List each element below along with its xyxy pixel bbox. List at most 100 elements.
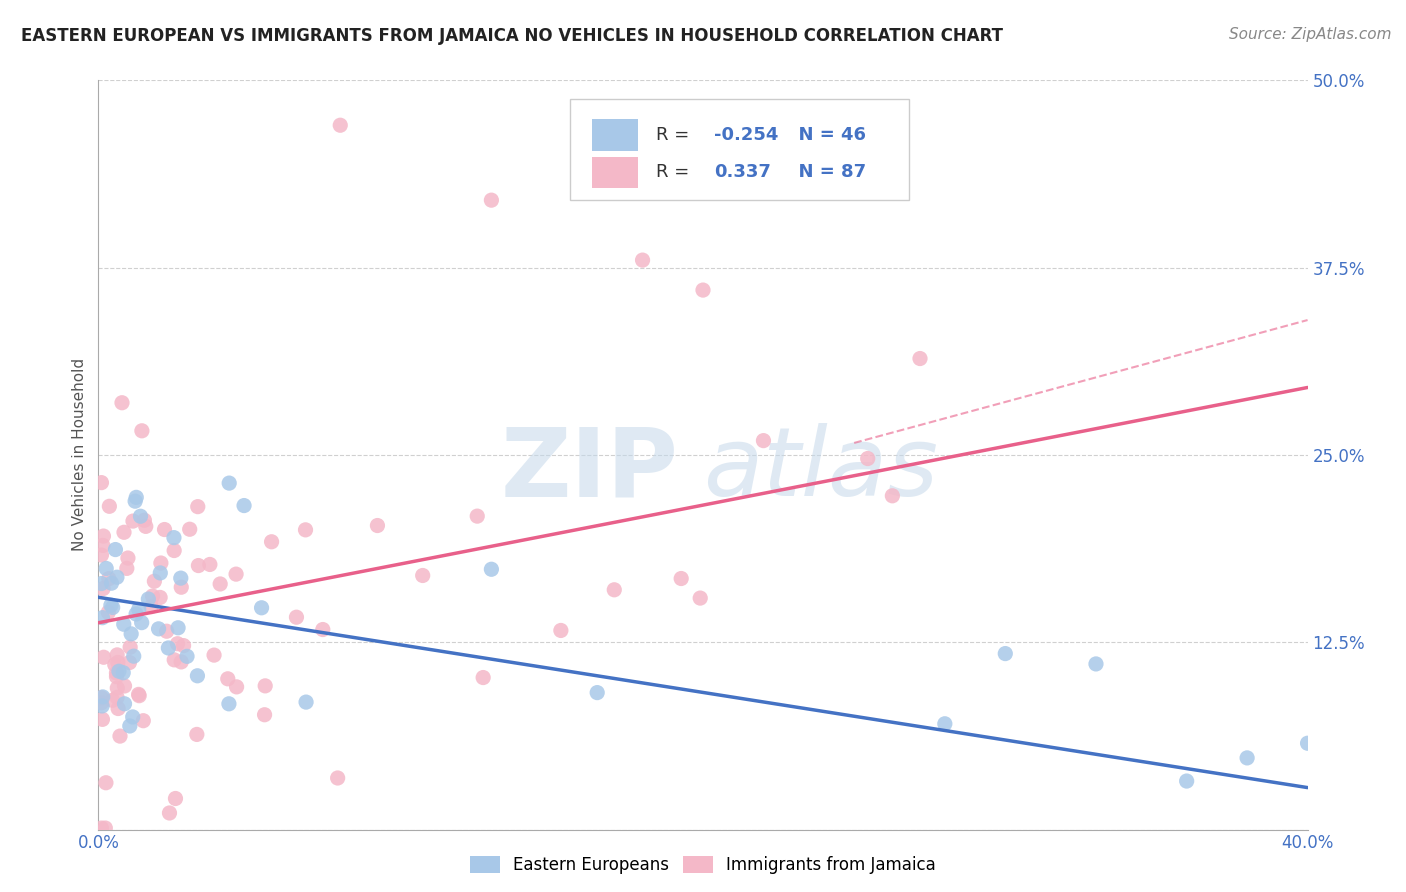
Point (114, 679, 136, 693)
Point (134, 513, 156, 527)
Point (97, 605, 120, 619)
Point (170, 580, 193, 594)
Point (131, 615, 153, 630)
Point (156, 624, 179, 639)
Point (285, 610, 308, 624)
Point (118, 656, 141, 670)
Point (481, 193, 503, 207)
Point (132, 714, 155, 728)
Point (254, 679, 277, 693)
Point (167, 621, 190, 635)
Point (105, 570, 128, 584)
Point (179, 522, 201, 536)
Point (218, 476, 240, 491)
Text: EASTERN EUROPEAN VS IMMIGRANTS FROM JAMAICA NO VEHICLES IN HOUSEHOLD CORRELATION: EASTERN EUROPEAN VS IMMIGRANTS FROM JAMA… (21, 27, 1002, 45)
Point (163, 531, 186, 545)
Point (120, 640, 142, 655)
Point (94, 821, 117, 835)
Text: R =: R = (655, 126, 695, 144)
Point (994, 647, 1017, 661)
Point (108, 665, 131, 679)
Point (114, 697, 136, 711)
Point (91, 538, 114, 552)
Point (225, 680, 247, 694)
Point (908, 351, 931, 366)
Point (225, 567, 247, 582)
Point (105, 681, 128, 695)
Point (107, 656, 129, 670)
Text: R =: R = (655, 163, 700, 181)
Point (170, 655, 193, 669)
Point (135, 519, 157, 533)
Point (1296, 736, 1319, 750)
Point (149, 591, 172, 605)
Text: ZIP: ZIP (501, 424, 679, 516)
Point (412, 568, 434, 582)
Point (107, 701, 129, 715)
Point (141, 599, 163, 614)
Point (101, 693, 124, 707)
Point (90, 475, 112, 490)
Point (125, 491, 148, 505)
Point (159, 805, 181, 820)
Point (163, 543, 186, 558)
Point (217, 672, 239, 686)
Point (689, 591, 711, 606)
Point (692, 283, 714, 297)
Point (91, 698, 114, 713)
Point (96, 561, 118, 575)
Point (105, 669, 128, 683)
Point (100, 598, 122, 612)
Point (465, 509, 488, 524)
Point (218, 697, 240, 711)
Point (166, 637, 188, 651)
Point (295, 695, 318, 709)
Point (93, 529, 115, 543)
Point (122, 649, 145, 664)
Point (163, 653, 186, 667)
Point (934, 716, 956, 731)
Point (141, 589, 163, 603)
Point (122, 514, 145, 528)
FancyBboxPatch shape (592, 157, 638, 188)
Point (294, 523, 316, 537)
Point (669, 572, 692, 586)
Point (233, 499, 256, 513)
Point (209, 577, 232, 591)
Point (112, 617, 135, 632)
Point (165, 791, 187, 805)
Point (91, 610, 114, 624)
Point (1175, 774, 1198, 789)
Point (112, 525, 135, 540)
Point (186, 727, 208, 741)
Point (138, 592, 160, 607)
Point (176, 649, 198, 664)
Point (143, 574, 166, 589)
Point (148, 622, 170, 636)
Point (366, 518, 388, 533)
Point (550, 624, 572, 638)
Text: 0.337: 0.337 (714, 163, 770, 181)
Point (312, 623, 335, 637)
Point (198, 558, 221, 572)
Point (250, 600, 273, 615)
Text: Source: ZipAtlas.com: Source: ZipAtlas.com (1229, 27, 1392, 42)
Point (129, 509, 152, 524)
Point (117, 551, 139, 566)
Point (91, 712, 114, 726)
Point (128, 689, 150, 703)
Point (93, 650, 115, 665)
Point (120, 627, 142, 641)
Point (112, 665, 135, 680)
Point (603, 582, 626, 597)
Point (105, 690, 128, 705)
Point (105, 665, 128, 680)
Point (100, 576, 122, 591)
Point (253, 707, 276, 722)
Point (128, 687, 150, 701)
Point (187, 558, 209, 573)
Point (111, 395, 134, 409)
Point (104, 657, 127, 672)
Point (260, 534, 283, 549)
FancyBboxPatch shape (569, 99, 908, 200)
